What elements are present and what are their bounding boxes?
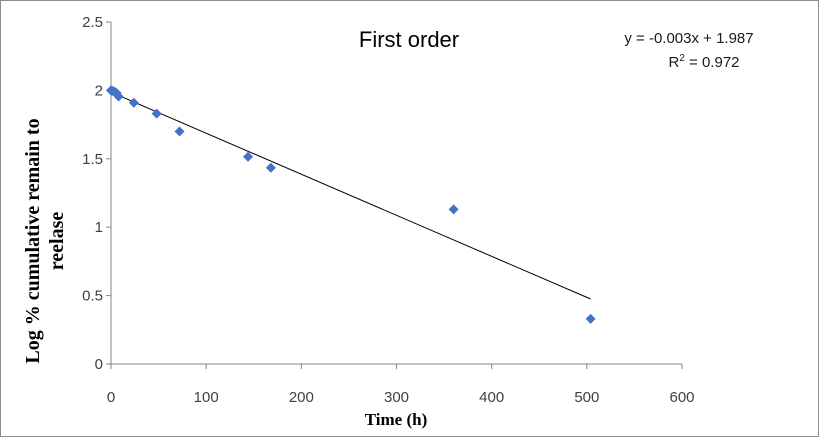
data-point-diamond xyxy=(174,126,185,137)
x-tick-label: 200 xyxy=(289,389,314,406)
y-tick-label: 1 xyxy=(95,219,103,236)
y-axis-title-line-2: reelase xyxy=(46,212,68,271)
x-tick-label: 0 xyxy=(107,389,115,406)
chart-title: First order xyxy=(359,27,459,52)
data-points-layer xyxy=(106,85,596,324)
trendline-equation: y = -0.003x + 1.987 xyxy=(624,30,753,47)
y-axis-title-line-1: Log % cumulative remain to xyxy=(22,118,44,363)
x-tick-label: 500 xyxy=(574,389,599,406)
linear-trendline xyxy=(110,91,591,300)
y-tick-label: 2.5 xyxy=(82,14,103,31)
y-tick-label: 2 xyxy=(95,82,103,99)
r-squared-label: R2 = 0.972 xyxy=(668,53,739,71)
data-point-diamond xyxy=(448,204,459,215)
x-tick-label: 400 xyxy=(479,389,504,406)
ticks-layer: 0 0.5 1 1.5 2 2.5 0 100 200 300 400 500 600 xyxy=(82,14,694,406)
x-axis-title: Time (h) xyxy=(365,410,428,429)
axes-layer xyxy=(110,22,682,365)
y-tick-label: 0.5 xyxy=(82,288,103,305)
data-point-diamond xyxy=(113,91,124,102)
r-squared-prefix: R xyxy=(668,54,679,71)
x-tick-label: 300 xyxy=(384,389,409,406)
trendline-layer xyxy=(110,91,591,300)
data-point-diamond xyxy=(585,313,596,324)
y-tick-label: 0 xyxy=(95,356,103,373)
x-tick-label: 100 xyxy=(194,389,219,406)
x-tick-label: 600 xyxy=(669,389,694,406)
data-point-diamond xyxy=(243,151,254,162)
r-squared-value: = 0.972 xyxy=(685,54,740,71)
data-point-diamond xyxy=(128,97,139,108)
y-tick-label: 1.5 xyxy=(82,151,103,168)
y-axis-title: Log % cumulative remain to reelase xyxy=(22,118,68,363)
r-squared-superscript: 2 xyxy=(679,53,685,64)
data-point-diamond xyxy=(265,162,276,173)
data-point-diamond xyxy=(151,108,162,119)
